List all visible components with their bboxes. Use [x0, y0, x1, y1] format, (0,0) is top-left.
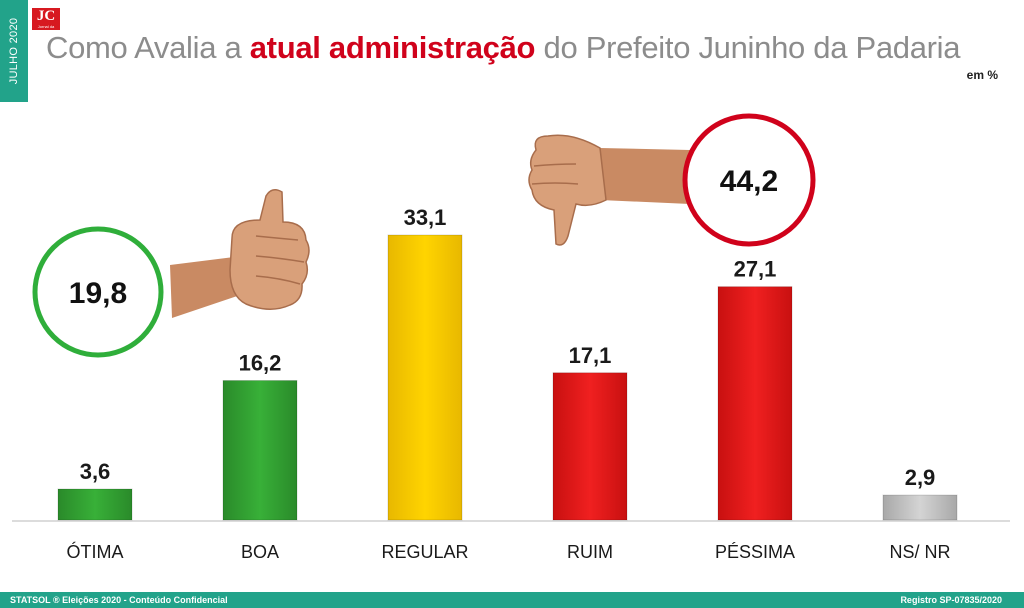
side-tab: JULHO 2020 — [0, 0, 28, 102]
bar-value-regular: 33,1 — [404, 205, 447, 230]
positive-total-label: 19,8 — [69, 277, 127, 310]
logo-text: JC — [36, 8, 56, 24]
bar-value-ns-nr: 2,9 — [905, 465, 936, 490]
bar-regular — [387, 234, 463, 521]
chart-title: Como Avalia a atual administração do Pre… — [46, 30, 961, 66]
title-highlight: atual administração — [249, 30, 536, 65]
thumbs-down-icon — [486, 88, 690, 266]
thumbs-up-icon — [163, 176, 323, 334]
bar-value-otima: 3,6 — [80, 459, 111, 484]
category-label-ns-nr: NS/ NR — [889, 542, 950, 562]
jc-logo: JC Jornal da Cidade — [32, 8, 60, 34]
bar-chart: 19,8 44,2 3,6 ÓTIMA 16,2 BOA 33,1 REGULAR 17,1… — [12, 88, 1010, 562]
category-label-otima: ÓTIMA — [67, 541, 124, 562]
bar-boa — [222, 380, 298, 521]
positive-total-circle: 19,8 — [32, 226, 164, 358]
title-part1: Como Avalia a — [46, 30, 250, 65]
category-label-regular: REGULAR — [381, 542, 468, 562]
negative-total-circle: 44,2 — [682, 113, 816, 247]
bar-value-pessima: 27,1 — [734, 257, 777, 282]
footer-right-text: Registro SP-07835/2020 — [900, 595, 1002, 605]
footer-bar: STATSOL ® Eleições 2020 - Conteúdo Confi… — [0, 592, 1024, 608]
bar-value-ruim: 17,1 — [569, 343, 612, 368]
bar-pessima — [717, 286, 793, 521]
bar-otima — [57, 488, 133, 521]
unit-label: em % — [966, 68, 998, 82]
category-label-boa: BOA — [241, 542, 279, 562]
positive-circle-ring — [32, 226, 164, 358]
bar-ns-nr — [882, 494, 958, 521]
bars-group: 3,6 ÓTIMA 16,2 BOA 33,1 REGULAR 17,1 RUIM 27,1 PÉ… — [57, 205, 958, 562]
category-label-ruim: RUIM — [567, 542, 613, 562]
bar-ruim — [552, 372, 628, 521]
title-part2: do Prefeito Juninho da Padaria — [535, 30, 961, 65]
negative-total-label: 44,2 — [720, 165, 778, 198]
negative-circle-ring — [682, 113, 816, 247]
category-label-pessima: PÉSSIMA — [715, 542, 795, 562]
footer-left-text: STATSOL ® Eleições 2020 - Conteúdo Confi… — [10, 595, 228, 605]
bar-value-boa: 16,2 — [239, 351, 282, 376]
logo-subtext: Jornal da Cidade — [37, 24, 55, 34]
